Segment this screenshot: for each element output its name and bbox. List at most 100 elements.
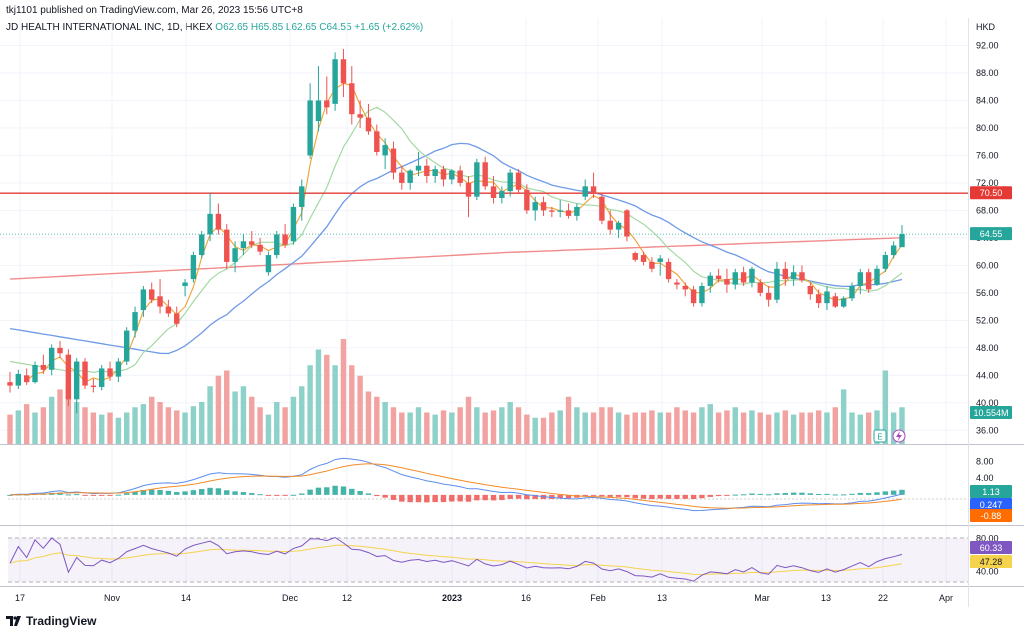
macd-hist-bar	[757, 493, 763, 495]
volume-bar	[765, 414, 772, 444]
x-tick-label: 2023	[442, 593, 462, 603]
candle-body	[23, 375, 30, 383]
volume-bar	[274, 402, 280, 444]
candle-body	[807, 285, 814, 295]
macd-hist-bar	[282, 494, 288, 496]
macd-hist-bar	[407, 494, 413, 503]
volume-bar	[840, 389, 847, 444]
candle-body	[7, 382, 13, 386]
candle-body	[674, 282, 680, 285]
macd-hist-bar	[224, 490, 230, 495]
volume-bar	[490, 410, 497, 444]
macd-line	[9, 457, 903, 512]
volume-bar	[407, 412, 413, 444]
macd-hist-bar	[674, 494, 680, 499]
candle-body	[165, 306, 172, 314]
macd-hist-bar	[440, 494, 447, 503]
candle-body	[224, 229, 230, 262]
volume-bar	[7, 414, 13, 444]
macd-hist-bar	[232, 491, 238, 495]
candle-body	[599, 196, 605, 221]
macd-hist-bar	[632, 494, 638, 499]
volume-bar	[324, 354, 330, 444]
macd-hist-bar	[715, 494, 722, 497]
candle-body	[857, 272, 864, 286]
volume-bar	[674, 407, 680, 444]
candle-body	[899, 234, 905, 248]
candle-body	[874, 268, 880, 285]
x-tick-label: 17	[15, 593, 25, 603]
candle-body	[649, 261, 655, 269]
volume-bar	[832, 407, 839, 444]
candle-body	[657, 258, 663, 262]
macd-hist-bar	[315, 487, 322, 495]
macd-hist-bar	[657, 494, 663, 499]
y-tick-label: 48.00	[976, 343, 999, 353]
rsi-tick-label: 40.00	[976, 567, 999, 577]
candle-body	[699, 285, 705, 304]
macd-hist-bar	[207, 487, 213, 495]
macd-hist-bar	[274, 494, 280, 496]
earnings-icon[interactable]: E	[873, 429, 887, 443]
candle-body	[840, 298, 847, 307]
macd-hist-bar	[515, 494, 522, 499]
macd-histogram	[7, 485, 905, 503]
macd-hist-bar	[832, 494, 839, 496]
macd-tag-bg	[970, 498, 1012, 511]
tradingview-logo-icon	[6, 616, 21, 626]
volume-bar	[774, 412, 780, 444]
macd-hist-bar	[390, 494, 397, 500]
volume-bar	[224, 370, 230, 444]
macd-hist-bar	[840, 494, 847, 496]
x-tick-label: Apr	[939, 593, 953, 603]
volume-bar	[657, 412, 663, 444]
volume-bar	[365, 391, 372, 444]
candle-body	[532, 202, 538, 211]
candle-body	[265, 255, 272, 273]
macd-hist-bar	[240, 492, 247, 495]
volume-bar	[190, 406, 197, 444]
candle-body	[632, 252, 638, 260]
rsi-ma-tag-bg	[970, 555, 1012, 568]
macd-hist-bar	[132, 491, 138, 495]
volume-bar	[715, 412, 722, 444]
macd-hist-bar	[882, 491, 889, 495]
macd-hist-bar	[732, 494, 738, 496]
candle-body	[757, 282, 763, 293]
candle-body	[90, 385, 97, 387]
candle-body	[73, 361, 80, 400]
candle-body	[782, 268, 788, 280]
candle-body	[849, 285, 855, 299]
volume-bar	[140, 404, 147, 444]
candle-body	[365, 117, 372, 132]
candle-body	[82, 361, 88, 386]
candle-body	[415, 165, 422, 171]
volume-bar	[357, 375, 363, 444]
volume-bar	[73, 402, 80, 444]
indicator-lines	[0, 82, 968, 582]
macd-hist-bar	[182, 491, 188, 495]
candle-body	[349, 83, 355, 115]
candle-body	[749, 268, 755, 283]
signal-line	[9, 463, 903, 509]
macd-hist-bar	[724, 494, 730, 496]
macd-hist-bar	[374, 494, 380, 497]
volume-bar	[249, 396, 255, 444]
rsi-tick-label: 80.00	[976, 533, 999, 543]
resistance-price-tag: 70.50	[980, 188, 1003, 198]
y-tick-label: 52.00	[976, 315, 999, 325]
volume-bar	[699, 407, 705, 444]
macd-hist-bar	[124, 493, 130, 495]
candle-body	[307, 100, 313, 156]
macd-hist-bar	[774, 493, 780, 495]
volume-bar	[724, 410, 730, 444]
candle-body	[132, 312, 138, 331]
macd-hist-bar	[457, 494, 463, 502]
lightning-icon[interactable]	[892, 429, 906, 443]
macd-hist-bar	[382, 494, 388, 498]
volume-bar	[32, 412, 38, 444]
volume-bar	[757, 412, 763, 444]
candle-body	[315, 100, 322, 122]
candle-body	[515, 172, 522, 190]
